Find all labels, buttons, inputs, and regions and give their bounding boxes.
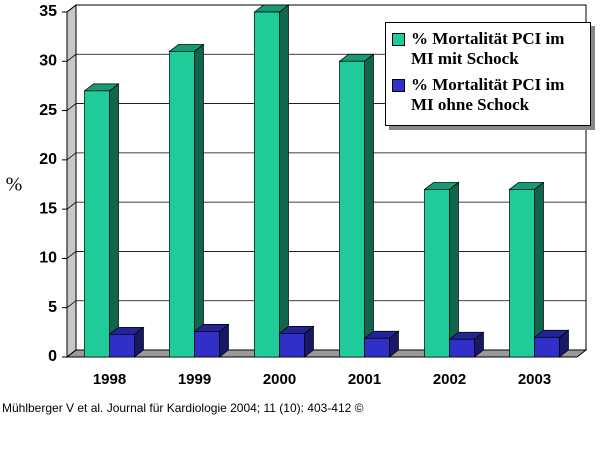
grid-line xyxy=(66,152,586,161)
bar-front xyxy=(339,60,365,358)
bar xyxy=(423,181,460,358)
x-tick-label: 2003 xyxy=(518,371,551,388)
bar-side xyxy=(109,83,119,358)
bar xyxy=(508,181,545,358)
bar-side xyxy=(449,181,459,358)
bar-front xyxy=(279,332,305,358)
bar-front xyxy=(534,336,560,358)
bar-front xyxy=(449,338,475,358)
bar xyxy=(193,323,230,358)
x-tick-label: 1999 xyxy=(178,371,211,388)
bar-front xyxy=(509,189,535,358)
y-tick-label: 10 xyxy=(39,250,57,267)
bar xyxy=(338,53,375,358)
bar xyxy=(533,329,570,358)
bar xyxy=(83,83,120,358)
bar xyxy=(168,43,205,358)
legend: % Mortalität PCI im MI mit Schock % Morta… xyxy=(385,22,591,126)
grid-line xyxy=(66,251,586,259)
grid-line xyxy=(66,300,586,309)
bar-front xyxy=(169,51,195,358)
bar xyxy=(253,4,290,358)
bar xyxy=(363,330,400,358)
bar xyxy=(278,325,315,358)
bar-front xyxy=(194,331,220,358)
grid-line xyxy=(66,4,586,13)
y-tick-label: 15 xyxy=(39,200,57,217)
y-tick-label: 0 xyxy=(48,348,57,365)
bar xyxy=(108,326,145,358)
grid-line xyxy=(66,201,586,210)
y-tick-label: 5 xyxy=(48,299,57,316)
legend-entry: % Mortalität PCI im MI ohne Schock xyxy=(390,75,586,115)
bar-front xyxy=(364,337,390,358)
legend-entry: % Mortalität PCI im MI mit Schock xyxy=(390,29,586,69)
y-tick-label: 35 xyxy=(39,3,57,20)
bar-side xyxy=(364,53,374,358)
legend-label: % Mortalität PCI im MI ohne Schock xyxy=(411,75,565,114)
x-tick-label: 2001 xyxy=(348,371,381,388)
bar-front xyxy=(254,11,280,358)
y-tick-label: 25 xyxy=(39,102,57,119)
floor xyxy=(65,349,588,358)
legend-swatch xyxy=(392,79,405,92)
bar-side xyxy=(534,181,544,358)
source: Mühlberger V et al. Journal für Kardiolo… xyxy=(2,401,364,415)
x-tick-label: 2000 xyxy=(263,371,296,388)
bar-front xyxy=(424,189,450,358)
bar-side xyxy=(279,4,289,358)
bar xyxy=(448,331,485,358)
y-tick-label: 20 xyxy=(39,151,57,168)
bar-side xyxy=(194,43,204,358)
bar-front xyxy=(109,333,135,358)
y-axis-label: % xyxy=(6,174,23,196)
legend-swatch xyxy=(392,33,405,46)
x-tick-label: 2002 xyxy=(433,371,466,388)
legend-label: % Mortalität PCI im MI mit Schock xyxy=(411,29,565,68)
y-tick-label: 30 xyxy=(39,53,57,70)
bar-front xyxy=(84,90,110,358)
x-tick-label: 1998 xyxy=(93,371,126,388)
grid-line xyxy=(66,349,586,358)
